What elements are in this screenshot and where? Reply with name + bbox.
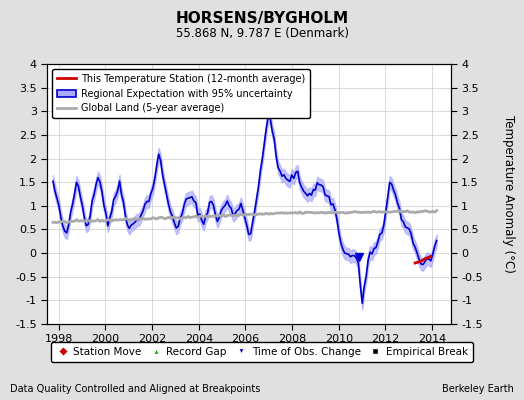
Y-axis label: Temperature Anomaly (°C): Temperature Anomaly (°C): [502, 115, 515, 273]
Text: Data Quality Controlled and Aligned at Breakpoints: Data Quality Controlled and Aligned at B…: [10, 384, 261, 394]
Text: HORSENS/BYGHOLM: HORSENS/BYGHOLM: [176, 10, 348, 26]
Legend: Station Move, Record Gap, Time of Obs. Change, Empirical Break: Station Move, Record Gap, Time of Obs. C…: [51, 342, 473, 362]
Text: 55.868 N, 9.787 E (Denmark): 55.868 N, 9.787 E (Denmark): [176, 28, 348, 40]
Legend: This Temperature Station (12-month average), Regional Expectation with 95% uncer: This Temperature Station (12-month avera…: [52, 69, 310, 118]
Text: Berkeley Earth: Berkeley Earth: [442, 384, 514, 394]
